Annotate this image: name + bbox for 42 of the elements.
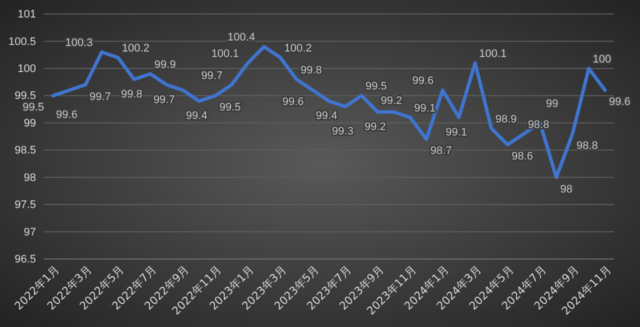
data-label: 99.6 [609, 96, 630, 108]
data-label: 99.1 [446, 126, 468, 138]
data-label: 99.7 [153, 94, 175, 106]
data-label: 98.6 [512, 150, 534, 163]
data-label: 99.1 [414, 102, 436, 114]
y-tick-label: 96.5 [14, 254, 36, 266]
y-tick-label: 101 [18, 8, 36, 21]
data-label: 99 [546, 98, 558, 110]
y-tick-label: 97.5 [14, 199, 36, 212]
y-tick-label: 97 [24, 226, 36, 238]
data-label: 99.6 [56, 109, 78, 122]
data-label: 98 [560, 183, 573, 196]
data-label: 98.8 [576, 140, 598, 152]
data-label: 99.2 [380, 95, 402, 107]
data-label: 99.7 [201, 70, 223, 82]
data-label: 100.4 [228, 32, 256, 44]
y-tick-label: 98 [24, 172, 36, 184]
data-label: 99.4 [186, 110, 208, 122]
y-tick-label: 100.5 [8, 36, 36, 48]
data-label: 99.6 [412, 75, 434, 88]
data-label: 99.8 [300, 64, 322, 76]
data-label: 100.1 [479, 48, 507, 60]
data-label: 99.4 [316, 110, 338, 122]
data-label: 99.8 [120, 88, 142, 100]
y-tick-label: 98.5 [14, 144, 36, 157]
data-label: 99.2 [364, 121, 386, 133]
data-label: 100.2 [122, 42, 150, 55]
data-label: 100.2 [284, 42, 312, 55]
data-label: 100.1 [211, 48, 239, 60]
data-label: 99.5 [365, 80, 387, 93]
data-label: 99.9 [154, 58, 176, 71]
data-label: 99.5 [219, 102, 241, 114]
data-label: 99.6 [282, 96, 304, 108]
data-label: 99.7 [89, 90, 111, 103]
data-label: 100 [592, 53, 612, 66]
y-tick-label: 100 [18, 62, 36, 75]
data-label: 98.9 [495, 113, 517, 126]
y-tick-label: 99.5 [14, 90, 36, 102]
data-label: 100.3 [65, 37, 93, 50]
data-label: 98.7 [430, 145, 452, 158]
y-tick-label: 99 [24, 117, 36, 130]
data-label: 99.3 [332, 126, 354, 138]
